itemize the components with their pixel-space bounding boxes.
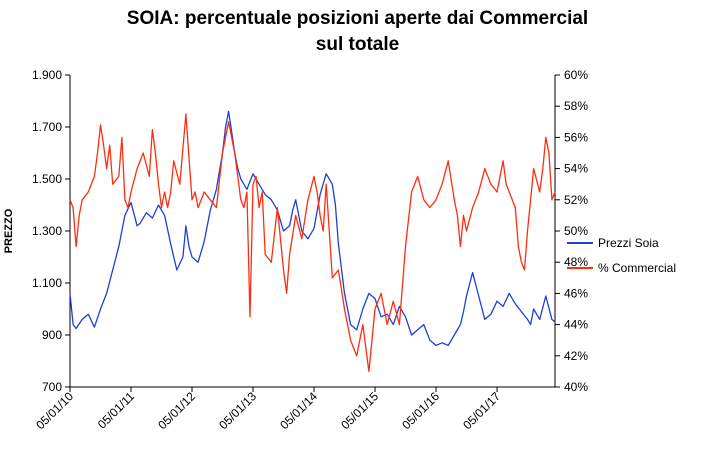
legend: Prezzi Soia % Commercial <box>567 236 676 275</box>
right-tick-label: 40% <box>564 380 588 394</box>
x-tick-label: 05/01/12 <box>155 389 198 432</box>
x-tick-label: 05/01/14 <box>277 389 320 432</box>
legend-label: Prezzi Soia <box>598 236 659 250</box>
x-tick-label: 05/01/17 <box>460 389 503 432</box>
legend-label: % Commercial <box>598 261 676 275</box>
series-line-commercial <box>69 113 556 373</box>
y-axis-label: PREZZO <box>3 208 15 253</box>
chart-title: SOIA: percentuale posizioni aperte dai C… <box>0 6 715 58</box>
right-tick-label: 42% <box>564 349 588 363</box>
right-tick-label: 52% <box>564 193 588 207</box>
right-tick-label: 58% <box>564 99 588 113</box>
left-tick-label: 1.300 <box>32 224 62 238</box>
chart-title-line2: sul totale <box>315 34 400 55</box>
right-tick-label: 60% <box>564 68 588 82</box>
right-tick-label: 44% <box>564 318 588 332</box>
x-tick-label: 05/01/13 <box>216 389 259 432</box>
series-line-prezzi-soia <box>69 110 556 347</box>
left-tick-label: 1.900 <box>32 68 62 82</box>
left-tick-label: 1.700 <box>32 120 62 134</box>
series-layer <box>69 110 556 373</box>
left-tick-label: 1.500 <box>32 172 62 186</box>
x-tick-label: 05/01/16 <box>399 389 442 432</box>
right-tick-label: 56% <box>564 130 588 144</box>
right-tick-label: 54% <box>564 162 588 176</box>
x-tick-label: 05/01/11 <box>95 389 138 432</box>
axes: 1.900 1.700 1.500 1.300 1.100 900 700 60% 58% 56%… <box>3 68 588 432</box>
right-tick-label: 50% <box>564 224 588 238</box>
left-tick-label: 900 <box>42 328 62 342</box>
left-tick-label: 1.100 <box>32 276 62 290</box>
chart-title-line1: SOIA: percentuale posizioni aperte dai C… <box>126 8 589 29</box>
right-tick-label: 48% <box>564 255 588 269</box>
left-tick-label: 700 <box>42 380 62 394</box>
x-tick-label: 05/01/10 <box>33 389 76 432</box>
x-tick-label: 05/01/15 <box>338 389 381 432</box>
right-tick-label: 46% <box>564 286 588 300</box>
